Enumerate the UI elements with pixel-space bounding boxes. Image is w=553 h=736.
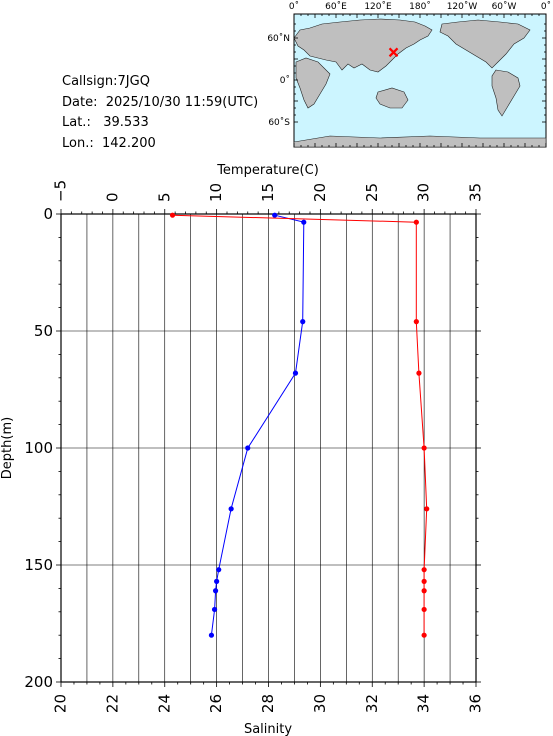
map-longitude-label: 120˚E [364,1,392,12]
temperature-tick-label: 10 [207,183,225,202]
salinity-data-point [424,506,430,512]
salinity-data-point [421,567,427,573]
station-info: Callsign:7JGQ Date: 2025/10/30 11:59(UTC… [62,72,258,154]
salinity-tick-label: 24 [155,694,173,713]
world-map: 0˚ 60˚E 120˚E 180˚ 120˚W 60˚W 0˚ 60˚N 0˚ 60˚S [267,1,551,148]
date-row: Date: 2025/10/30 11:59(UTC) [62,93,258,114]
date-label: Date: [62,94,98,110]
date-value: 2025/10/30 11:59(UTC) [105,94,259,110]
plot-grid [61,214,476,682]
lon-value: 142.200 [102,135,156,151]
map-longitude-labels: 0˚ 60˚E 120˚E 180˚ 120˚W 60˚W 0˚ [289,1,551,12]
salinity-data-point [421,578,427,584]
map-longitude-label: 60˚E [325,1,347,12]
salinity-tick-label: 36 [467,694,485,713]
map-latitude-labels: 60˚N 0˚ 60˚S [267,33,290,128]
depth-tick-label: 150 [24,556,53,574]
temperature-data-point [300,319,306,325]
temperature-tick-label: 0 [103,192,121,202]
salinity-tick-label: 28 [259,694,277,713]
salinity-tick-label: 20 [52,694,70,713]
map-latitude-label: 60˚S [268,117,290,128]
depth-tick-label: 100 [24,439,53,457]
temperature-profile-line [210,214,305,636]
map-longitude-label: 0˚ [289,1,299,12]
landmass-north-america [439,19,531,69]
lon-row: Lon.: 142.200 [62,134,258,155]
temperature-data-point [212,588,219,594]
temperature-tick-label: 20 [311,183,329,202]
landmass-africa [295,57,331,109]
temperature-tick-label: 30 [415,183,433,202]
depth-tick-label: 0 [43,205,53,223]
map-longitude-label: 0˚ [541,1,551,12]
callsign-value: 7JGQ [117,74,150,89]
salinity-profile-line [172,214,428,636]
temperature-data-point [272,212,278,218]
temperature-tick-label: 35 [467,183,485,202]
salinity-tick-label: 30 [311,694,329,713]
profile-plot: −5 0 5 10 15 20 25 30 35 20 22 24 26 28 30 32 34 36 0 50 1… [0,163,485,736]
temperature-data-point [245,445,251,451]
salinity-data-point [413,319,419,325]
landmass-eurasia [293,18,433,73]
salinity-tick-label: 22 [103,694,121,713]
axis-ticks [56,209,481,687]
temperature-tick-labels: −5 0 5 10 15 20 25 30 35 [52,180,485,202]
temperature-data-point [292,370,299,376]
landmass-south-america [491,69,521,117]
salinity-data-point [421,606,427,613]
temperature-data-point [211,606,218,613]
map-ticks [293,14,547,147]
temperature-tick-label: 15 [259,183,277,202]
depth-axis-label: Depth(m) [0,417,15,479]
temperature-axis-label: Temperature(C) [216,163,319,178]
salinity-data-point [421,632,427,638]
landmass-australia [375,87,409,109]
callsign-label: Callsign: [62,74,118,89]
salinity-data-point [169,212,176,218]
salinity-tick-label: 34 [415,694,433,713]
station-marker-icon [388,47,399,58]
map-latitude-label: 0˚ [280,75,290,86]
depth-tick-labels: 0 50 100 150 200 [24,205,53,691]
lat-label: Lat.: [62,115,91,130]
lon-label: Lon.: [62,135,94,151]
salinity-tick-labels: 20 22 24 26 28 30 32 34 36 [52,694,485,713]
map-longitude-label: 180˚ [409,1,431,12]
temperature-data-point [214,578,220,584]
salinity-axis-label: Salinity [244,722,292,736]
map-longitude-label: 60˚W [492,1,517,12]
station-marker [388,47,399,58]
depth-tick-label: 50 [34,322,53,340]
temperature-data-point [216,567,222,573]
temperature-data-point [228,506,234,512]
lat-value: 39.533 [103,115,149,130]
lat-row: Lat.: 39.533 [62,113,258,134]
temperature-data-point [208,632,215,638]
temperature-tick-label: −5 [52,180,70,202]
salinity-data-point [421,445,427,451]
salinity-data-point [416,370,422,376]
temperature-tick-label: 5 [155,192,173,202]
temperature-tick-label: 25 [363,183,381,202]
salinity-data-point [421,588,427,594]
salinity-tick-label: 26 [207,694,225,713]
data-series [169,212,430,638]
map-latitude-label: 60˚N [267,33,290,44]
salinity-tick-label: 32 [363,694,381,713]
temperature-data-point [301,219,307,225]
callsign-row: Callsign:7JGQ [62,72,258,93]
depth-tick-label: 200 [24,673,53,691]
map-longitude-label: 120˚W [447,1,478,12]
salinity-data-point [413,219,419,225]
